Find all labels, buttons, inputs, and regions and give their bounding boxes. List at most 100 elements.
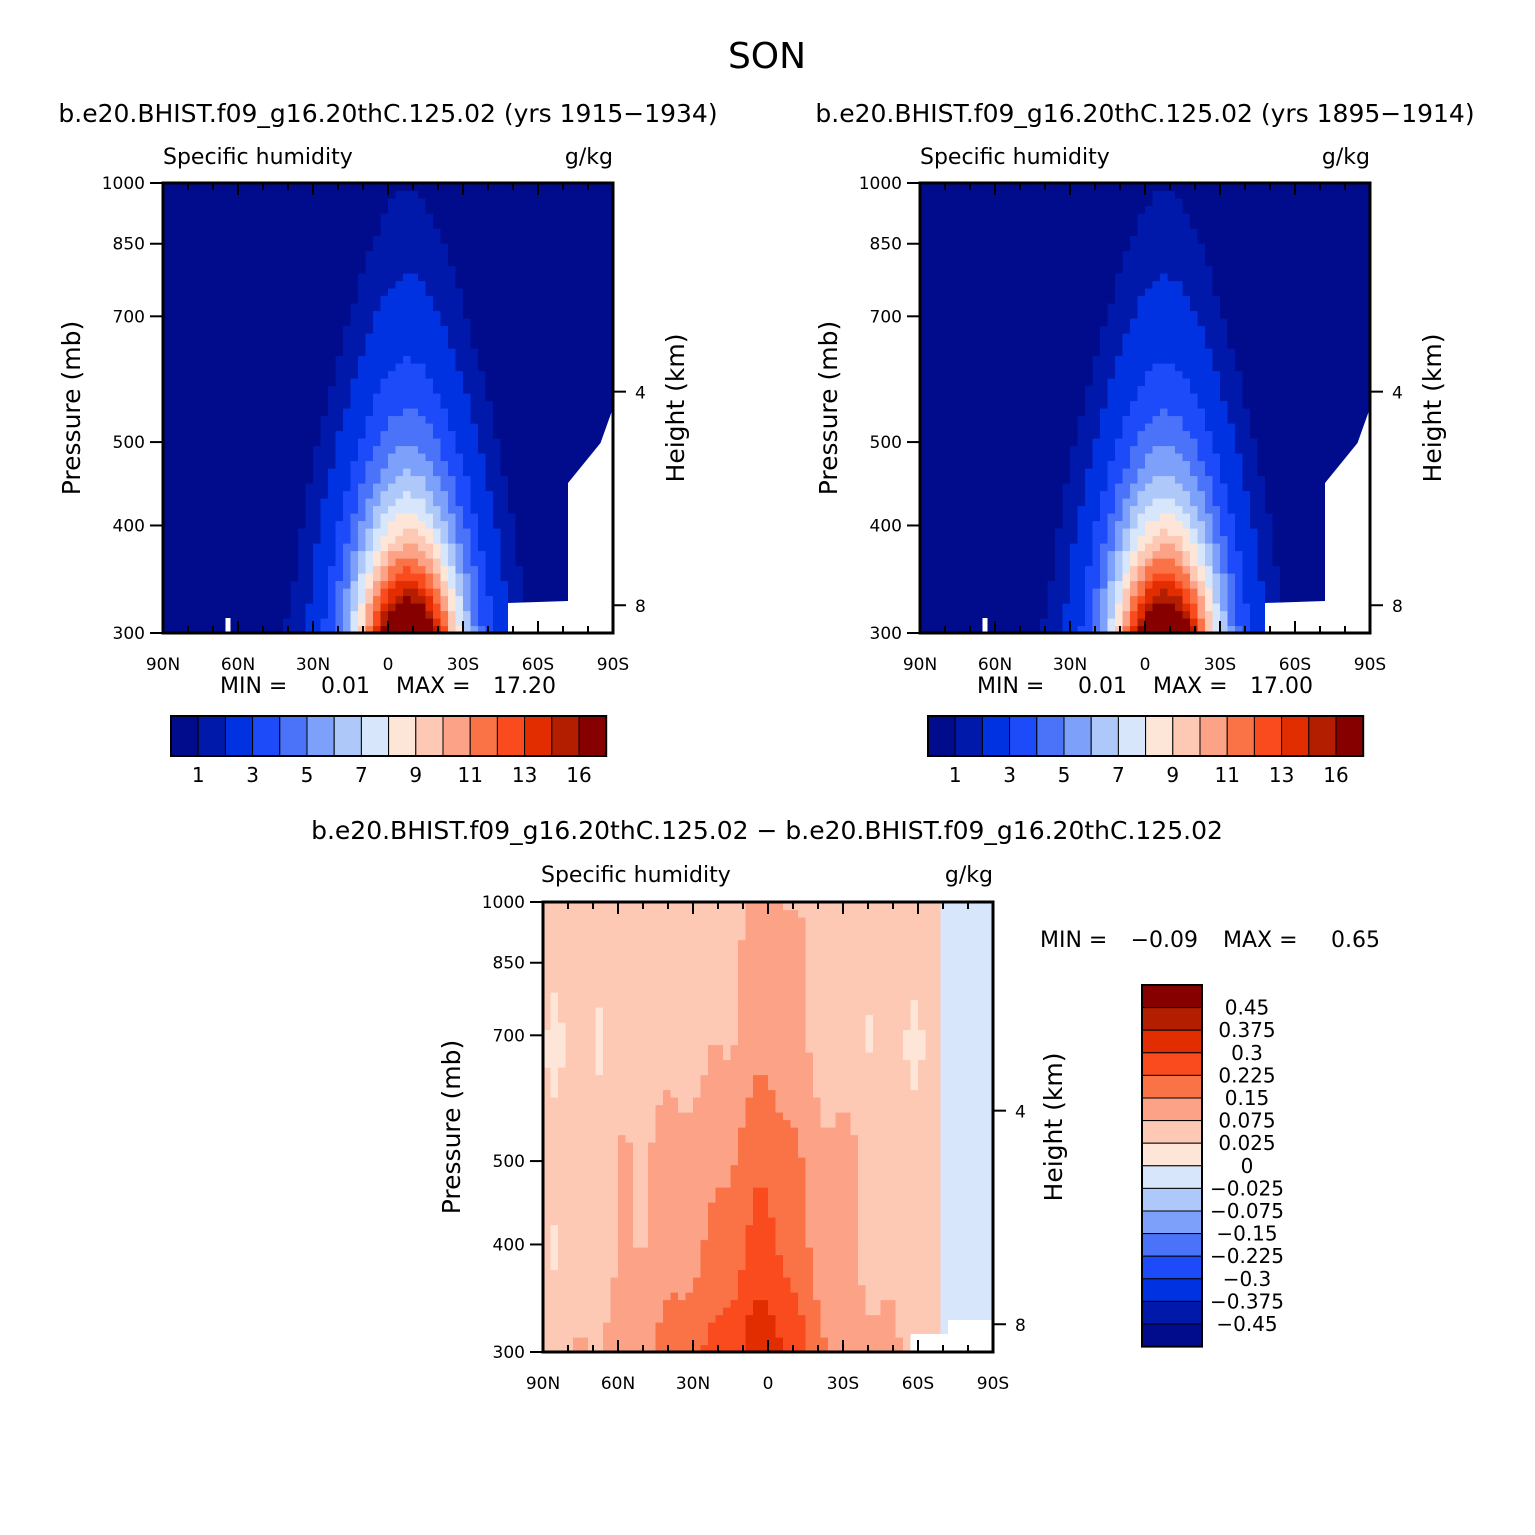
contour-cell: [440, 265, 449, 274]
contour-cell: [1317, 528, 1326, 537]
contour-cell: [935, 543, 944, 552]
contour-cell: [305, 430, 314, 439]
contour-cell: [987, 610, 996, 619]
contour-cell: [268, 625, 277, 633]
contour-cell: [1205, 475, 1214, 484]
contour-cell: [425, 280, 434, 289]
contour-cell: [538, 565, 547, 574]
contour-cell: [185, 408, 194, 417]
contour-cell: [1242, 475, 1251, 484]
contour-cell: [965, 573, 974, 582]
contour-cell: [403, 490, 412, 499]
contour-cell: [560, 205, 569, 214]
colorbar-top-left: 1 3 5 7 9 11 13 16: [170, 715, 608, 787]
contour-cell: [350, 363, 359, 372]
contour-cell: [553, 460, 562, 469]
contour-cell: [433, 550, 442, 559]
contour-cell: [200, 520, 209, 529]
contour-cell: [410, 490, 419, 499]
contour-cell: [283, 243, 292, 252]
contour-cell: [163, 348, 172, 357]
contour-cell: [1092, 535, 1101, 544]
contour-cell: [530, 580, 539, 589]
contour-cell: [972, 483, 981, 492]
contour-cell: [515, 220, 524, 229]
contour-cell: [530, 490, 539, 499]
contour-cell: [1115, 588, 1124, 597]
contour-cell: [1025, 573, 1034, 582]
contour-cell: [575, 423, 584, 432]
contour-cell: [515, 385, 524, 394]
contour-cell: [1212, 625, 1221, 633]
contour-cell: [1160, 565, 1169, 574]
contour-cell: [553, 423, 562, 432]
contour-cell: [478, 228, 487, 237]
contour-cell: [365, 310, 374, 319]
contour-cell: [320, 295, 329, 304]
contour-cell: [230, 565, 239, 574]
contour-cell: [253, 235, 262, 244]
contour-cell: [320, 370, 329, 379]
contour-cell: [305, 190, 314, 199]
contour-cell: [470, 610, 479, 619]
contour-cell: [575, 348, 584, 357]
contour-cell: [493, 490, 502, 499]
contour-cell: [215, 258, 224, 267]
contour-cell: [995, 475, 1004, 484]
contour-cell: [200, 610, 209, 619]
contour-cell: [275, 460, 284, 469]
contour-cell: [1047, 588, 1056, 597]
contour-cell: [223, 468, 232, 477]
contour-cell: [313, 543, 322, 552]
contour-cell: [328, 528, 337, 537]
contour-cell: [238, 220, 247, 229]
contour-cell: [515, 588, 524, 597]
colorbar-box: [469, 715, 498, 757]
contour-cell: [388, 400, 397, 409]
contour-cell: [358, 273, 367, 282]
contour-cell: [1160, 573, 1169, 582]
contour-cell: [268, 258, 277, 267]
contour-cell: [965, 565, 974, 574]
contour-cell: [1040, 580, 1049, 589]
contour-cell: [380, 325, 389, 334]
contour-cell: [298, 265, 307, 274]
contour-cell: [470, 483, 479, 492]
contour-cell: [418, 603, 427, 612]
contour-cell: [305, 460, 314, 469]
contour-cell: [425, 378, 434, 387]
contour-cell: [208, 393, 217, 402]
contour-cell: [508, 490, 517, 499]
contour-cell: [1145, 483, 1154, 492]
contour-cell: [268, 438, 277, 447]
contour-cell: [448, 198, 457, 207]
contour-cell: [328, 430, 337, 439]
contour-cell: [590, 250, 599, 259]
contour-cell: [927, 588, 936, 597]
contour-cell: [403, 558, 412, 567]
contour-cell: [1017, 618, 1026, 627]
contour-cell: [455, 445, 464, 454]
contour-cell: [208, 445, 217, 454]
contour-cell: [927, 550, 936, 559]
contour-cell: [1175, 588, 1184, 597]
contour-cell: [1085, 543, 1094, 552]
contour-cell: [328, 520, 337, 529]
contour-cell: [283, 460, 292, 469]
contour-cell: [328, 400, 337, 409]
contour-cell: [388, 213, 397, 222]
contour-cell: [215, 250, 224, 259]
contour-cell: [163, 310, 172, 319]
contour-cell: [530, 550, 539, 559]
contour-cell: [388, 265, 397, 274]
contour-cell: [1167, 595, 1176, 604]
contour-cell: [283, 498, 292, 507]
contour-cell: [200, 423, 209, 432]
contour-cell: [388, 385, 397, 394]
contour-cell: [290, 303, 299, 312]
contour-cell: [230, 310, 239, 319]
contour-cell: [1235, 543, 1244, 552]
contour-cell: [1182, 550, 1191, 559]
contour-cell: [1130, 535, 1139, 544]
contour-cell: [1130, 505, 1139, 514]
